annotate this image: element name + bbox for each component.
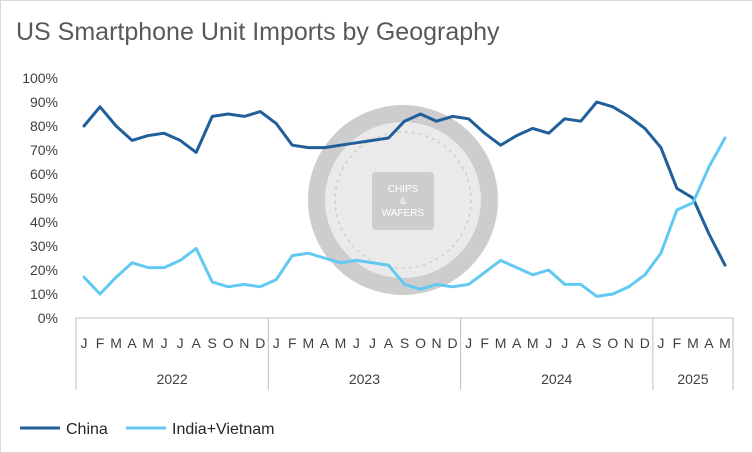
x-tick-label: S — [400, 335, 409, 351]
x-tick-label: A — [320, 335, 330, 351]
x-tick-label: J — [465, 335, 472, 351]
x-tick-label: F — [673, 335, 682, 351]
x-tick-label: J — [369, 335, 376, 351]
year-label: 2023 — [349, 371, 380, 387]
y-tick-label: 30% — [30, 238, 58, 254]
x-tick-label: J — [177, 335, 184, 351]
y-tick-label: 70% — [30, 142, 58, 158]
x-tick-label: M — [719, 335, 731, 351]
x-tick-label: F — [96, 335, 105, 351]
y-tick-label: 40% — [30, 214, 58, 230]
y-tick-label: 50% — [30, 190, 58, 206]
x-tick-label: N — [239, 335, 249, 351]
series-line-india-vietnam — [82, 136, 727, 298]
x-tick-label: N — [624, 335, 634, 351]
x-tick-label: M — [142, 335, 154, 351]
x-tick-label: D — [448, 335, 458, 351]
legend-label: India+Vietnam — [172, 421, 274, 438]
x-tick-label: A — [127, 335, 137, 351]
x-tick-label: M — [527, 335, 539, 351]
y-tick-label: 10% — [30, 286, 58, 302]
x-tick-label: M — [335, 335, 347, 351]
watermark-logo: CHIPS & WAFERS — [308, 105, 498, 295]
x-tick-label: S — [208, 335, 217, 351]
x-tick-label: O — [223, 335, 234, 351]
chart-title: US Smartphone Unit Imports by Geography — [16, 18, 500, 46]
series-line-china — [82, 100, 727, 267]
x-tick-label: M — [303, 335, 315, 351]
x-tick-label: O — [607, 335, 618, 351]
x-tick-label: D — [640, 335, 650, 351]
watermark-text-mid: & — [400, 196, 406, 206]
y-tick-label: 100% — [22, 70, 58, 86]
x-tick-label: J — [161, 335, 168, 351]
year-label: 2024 — [541, 371, 572, 387]
year-label: 2025 — [677, 371, 708, 387]
year-label: 2022 — [157, 371, 188, 387]
x-tick-label: O — [415, 335, 426, 351]
x-tick-label: J — [561, 335, 568, 351]
x-tick-label: A — [384, 335, 394, 351]
x-tick-label: A — [704, 335, 714, 351]
y-tick-label: 0% — [38, 310, 58, 326]
x-tick-label: M — [495, 335, 507, 351]
axis-layer: 0%10%20%30%40%50%60%70%80%90%100%J F M A M J J… — [22, 70, 734, 390]
x-tick-label: J — [81, 335, 88, 351]
x-tick-label: D — [255, 335, 265, 351]
x-tick-label: M — [110, 335, 122, 351]
watermark-text-bottom: WAFERS — [382, 208, 425, 219]
x-tick-label: J — [273, 335, 280, 351]
y-tick-label: 60% — [30, 166, 58, 182]
x-tick-label: J — [545, 335, 552, 351]
x-tick-label: S — [592, 335, 601, 351]
x-tick-label: F — [480, 335, 489, 351]
x-tick-label: M — [687, 335, 699, 351]
x-tick-label: N — [431, 335, 441, 351]
x-tick-label: A — [576, 335, 586, 351]
legend: China India+Vietnam — [20, 421, 274, 438]
watermark-text-top: CHIPS — [388, 184, 419, 195]
x-tick-label: F — [288, 335, 297, 351]
y-tick-label: 20% — [30, 262, 58, 278]
x-tick-label: A — [512, 335, 522, 351]
x-tick-label: J — [657, 335, 664, 351]
series-layer — [82, 100, 727, 298]
legend-label: China — [66, 421, 108, 438]
x-tick-label: A — [192, 335, 202, 351]
y-tick-label: 80% — [30, 118, 58, 134]
x-tick-label: J — [353, 335, 360, 351]
y-tick-label: 90% — [30, 94, 58, 110]
